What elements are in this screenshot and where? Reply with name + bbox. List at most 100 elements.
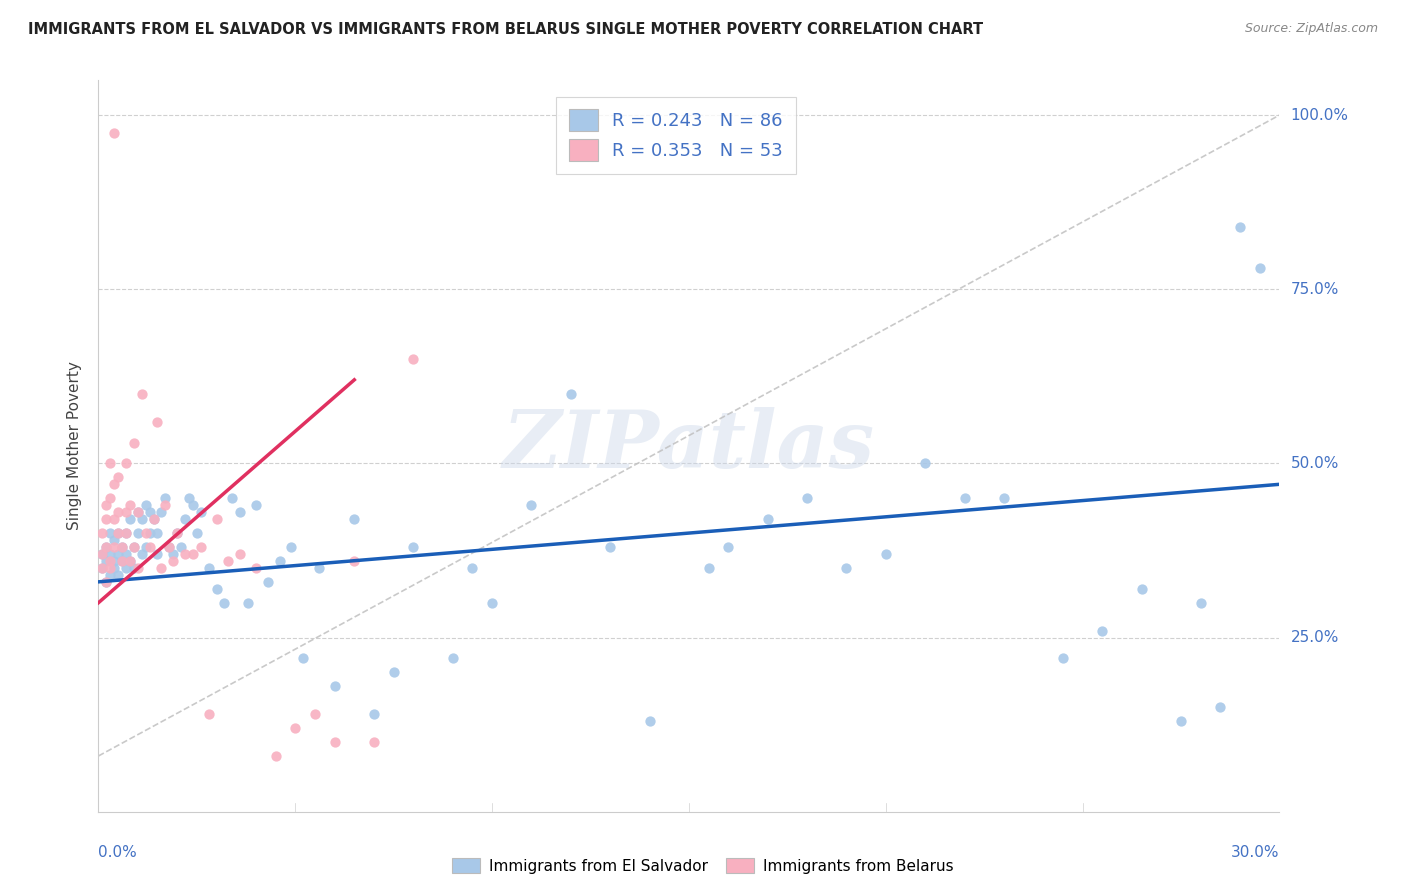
Point [157,540,180,554]
Point [150,561,173,575]
Point [1091,624,1114,638]
Point [1209,700,1232,714]
Point [197,561,219,575]
Point [98,554,121,568]
Point [127,505,149,519]
Point [96,574,118,589]
Point [343,554,366,568]
Point [103,533,125,547]
Point [115,526,138,541]
Point [363,707,385,722]
Y-axis label: Single Mother Poverty: Single Mother Poverty [67,361,83,531]
Point [441,651,464,665]
Point [269,554,291,568]
Point [229,505,252,519]
Point [229,547,252,561]
Point [96,554,118,568]
Point [174,547,197,561]
Point [461,561,484,575]
Point [304,707,326,722]
Point [115,526,138,541]
Text: 0.0%: 0.0% [98,845,138,860]
Text: ZIPatlas: ZIPatlas [503,408,875,484]
Point [343,512,366,526]
Point [115,457,138,471]
Point [914,457,936,471]
Point [221,491,243,506]
Point [363,735,385,749]
Text: Source: ZipAtlas.com: Source: ZipAtlas.com [1244,22,1378,36]
Point [170,540,193,554]
Point [155,491,177,506]
Point [323,679,346,693]
Point [190,505,212,519]
Point [111,540,134,554]
Point [118,554,141,568]
Point [993,491,1015,506]
Point [217,554,239,568]
Point [115,561,138,575]
Point [638,714,661,728]
Point [174,512,197,526]
Point [520,498,543,512]
Point [107,505,129,519]
Point [107,526,129,541]
Point [115,505,138,519]
Point [91,561,114,575]
Point [118,498,141,512]
Point [1229,219,1251,234]
Point [127,526,149,541]
Point [91,561,114,575]
Point [162,547,184,561]
Point [107,470,129,484]
Point [166,526,188,541]
Point [118,554,141,568]
Point [103,477,125,491]
Point [284,721,307,735]
Point [155,498,177,512]
Point [96,512,118,526]
Point [122,540,145,554]
Point [214,596,236,610]
Point [135,498,157,512]
Point [205,582,228,596]
Point [103,512,125,526]
Point [103,540,125,554]
Point [146,547,169,561]
Point [292,651,315,665]
Text: 25.0%: 25.0% [1291,630,1339,645]
Point [122,561,145,575]
Point [236,596,259,610]
Point [181,547,204,561]
Point [197,707,219,722]
Point [1130,582,1153,596]
Point [98,526,121,541]
Point [1249,261,1271,276]
Text: IMMIGRANTS FROM EL SALVADOR VS IMMIGRANTS FROM BELARUS SINGLE MOTHER POVERTY COR: IMMIGRANTS FROM EL SALVADOR VS IMMIGRANT… [28,22,983,37]
Point [256,574,278,589]
Point [122,540,145,554]
Point [122,435,145,450]
Point [91,526,114,541]
Point [98,567,121,582]
Point [796,491,818,506]
Text: 50.0%: 50.0% [1291,456,1339,471]
Point [382,665,405,680]
Point [103,561,125,575]
Point [98,457,121,471]
Point [181,498,204,512]
Point [131,547,153,561]
Point [190,540,212,554]
Text: 100.0%: 100.0% [1291,108,1348,122]
Point [323,735,346,749]
Point [186,526,208,541]
Point [560,386,582,401]
Point [131,386,153,401]
Point [96,574,118,589]
Point [107,526,129,541]
Point [1189,596,1212,610]
Point [146,526,169,541]
Point [138,540,160,554]
Point [96,540,118,554]
Point [264,749,287,764]
